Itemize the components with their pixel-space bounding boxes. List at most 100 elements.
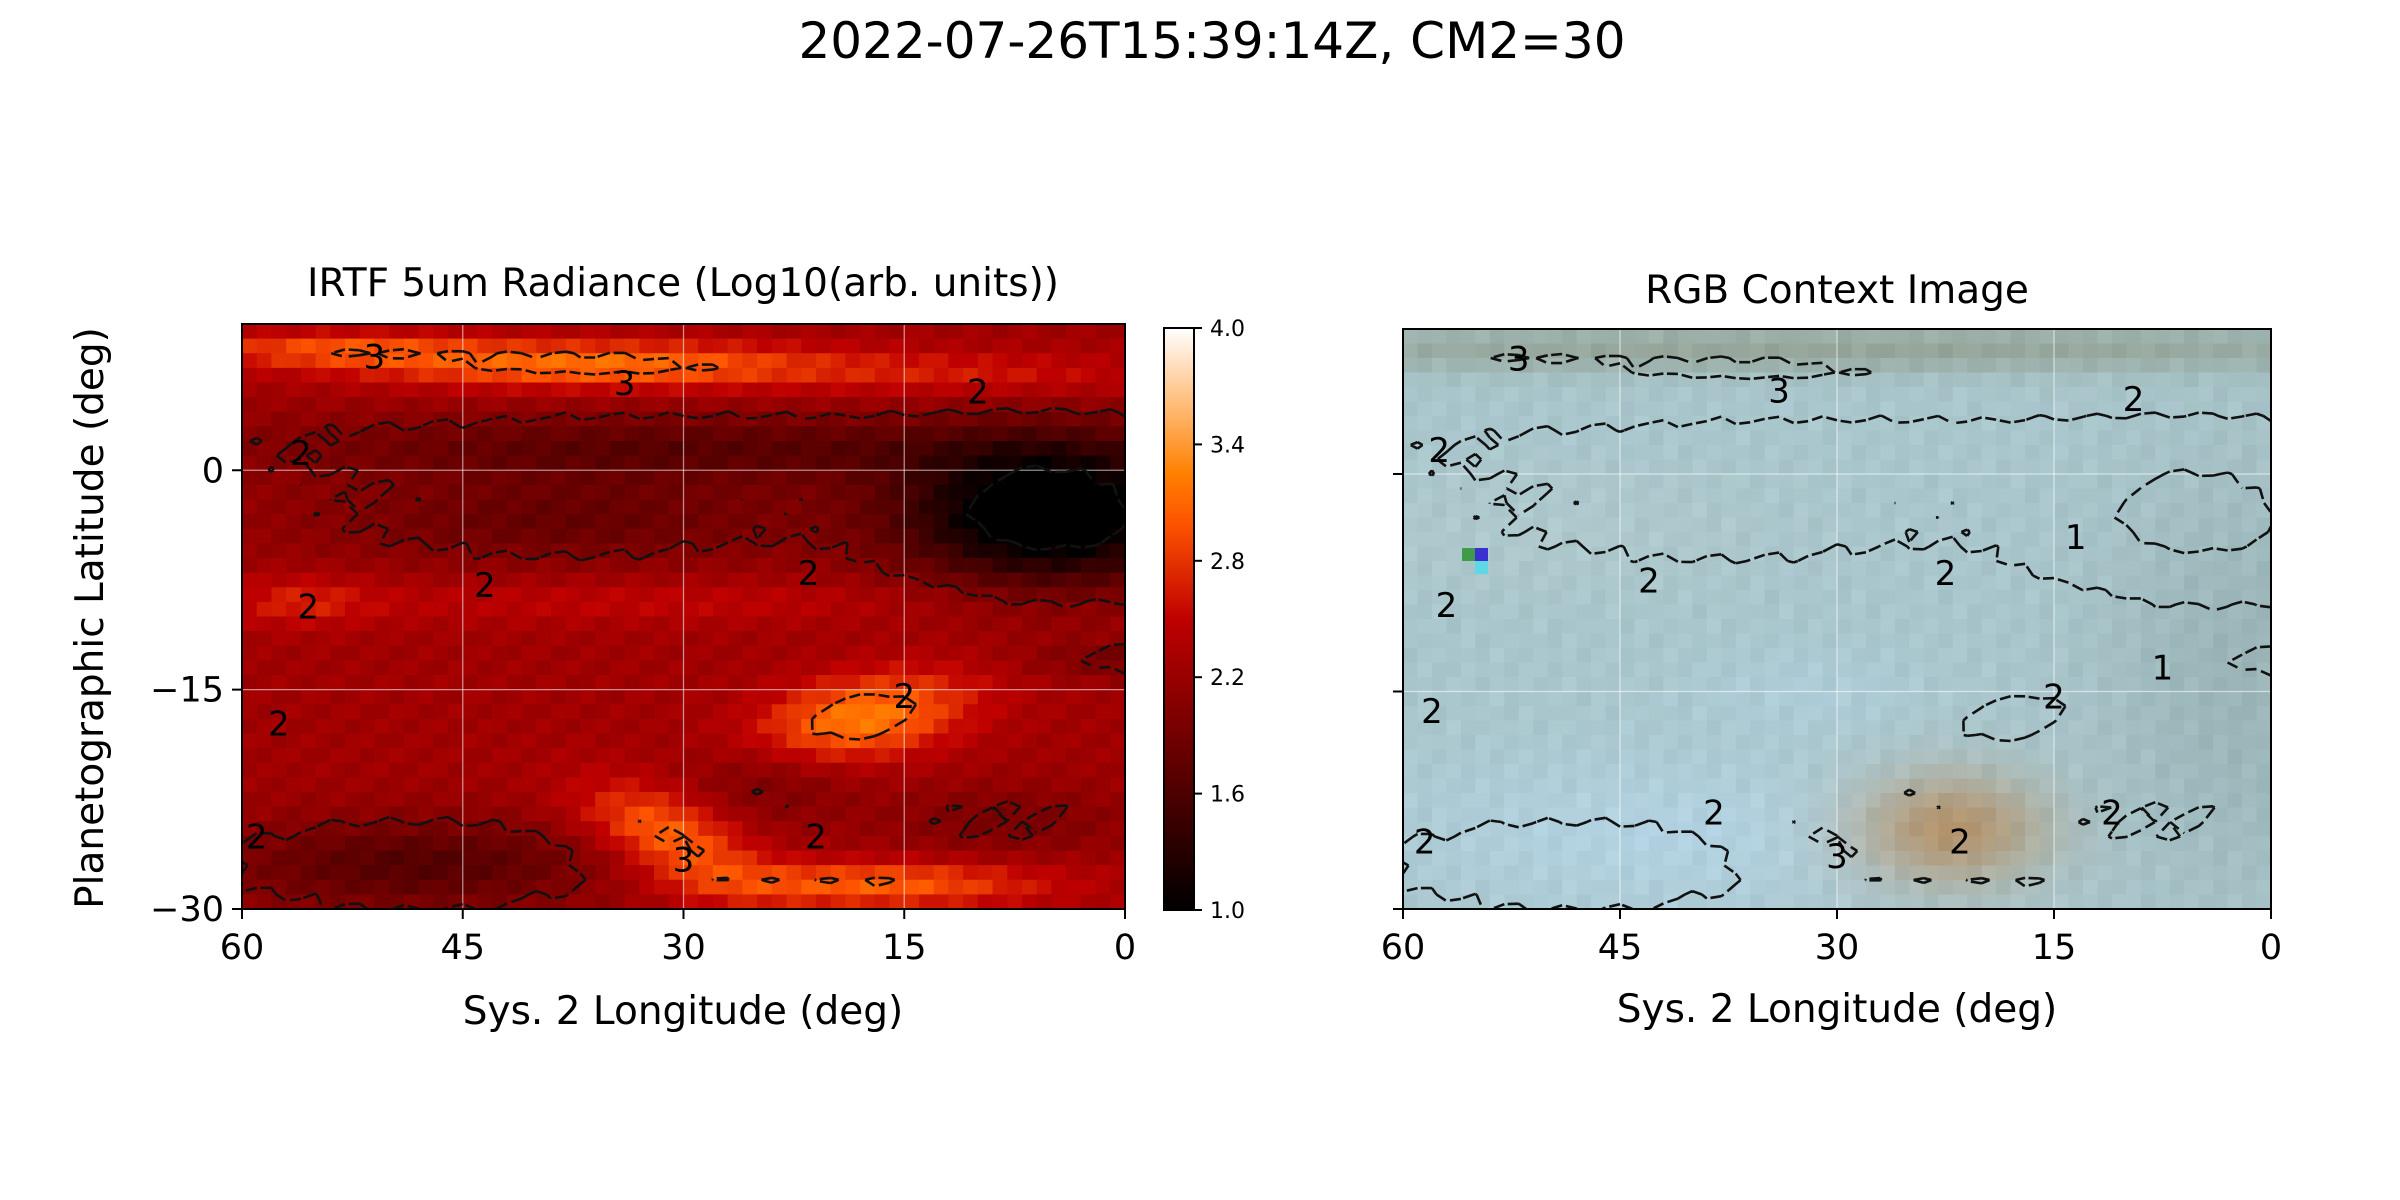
heatmap-cell <box>242 718 258 735</box>
rgb-cell <box>1533 372 1549 388</box>
heatmap-cell <box>639 704 655 720</box>
rgb-cell <box>1750 894 1766 909</box>
rgb-cell <box>1938 706 1954 722</box>
rgb-cell <box>1793 807 1809 823</box>
rgb-cell <box>1880 662 1896 678</box>
heatmap-cell <box>963 835 979 852</box>
heatmap-cell <box>654 616 670 632</box>
rgb-cell <box>2155 575 2171 591</box>
rgb-cell <box>2242 619 2258 635</box>
rgb-cell <box>1576 517 1592 533</box>
heatmap-cell <box>698 353 714 369</box>
heatmap-cell <box>1110 338 1125 354</box>
rgb-cell <box>2184 590 2200 606</box>
rgb-cell <box>1677 691 1693 707</box>
rgb-cell <box>1981 474 1997 490</box>
marker-blue <box>1475 548 1488 561</box>
heatmap-cell <box>771 850 788 866</box>
heatmap-cell <box>904 689 920 705</box>
rgb-cell <box>1808 880 1824 896</box>
heatmap-cell <box>536 806 552 822</box>
rgb-cell <box>1620 445 1636 461</box>
heatmap-cell <box>580 441 596 457</box>
heatmap-cell <box>815 455 832 471</box>
rgb-cell <box>1504 706 1520 722</box>
heatmap-cell <box>786 718 802 735</box>
rgb-cell <box>1706 633 1722 649</box>
heatmap-cell <box>874 748 891 764</box>
heatmap-cell <box>668 324 685 340</box>
heatmap-cell <box>977 543 994 559</box>
heatmap-cell <box>727 353 743 369</box>
heatmap-cell <box>418 806 434 822</box>
rgb-cell <box>1620 532 1636 548</box>
rgb-cell <box>2213 430 2229 446</box>
heatmap-cell <box>1110 865 1125 881</box>
heatmap-cell <box>271 484 287 501</box>
rgb-cell <box>1923 662 1939 678</box>
heatmap-cell <box>359 879 376 895</box>
rgb-cell <box>2184 662 2200 678</box>
rgb-cell <box>1793 503 1809 519</box>
rgb-cell <box>2242 894 2258 909</box>
heatmap-cell <box>727 338 743 354</box>
heatmap-cell <box>698 821 714 837</box>
rgb-cell <box>2169 329 2185 345</box>
heatmap-cell <box>948 879 964 895</box>
rgb-cell <box>1648 648 1664 664</box>
rgb-cell <box>1706 575 1722 591</box>
heatmap-cell <box>757 748 773 764</box>
heatmap-cell <box>286 660 302 676</box>
rgb-cell <box>1677 474 1693 490</box>
rgb-cell <box>2082 546 2098 562</box>
heatmap-cell <box>1036 426 1053 442</box>
heatmap-cell <box>315 353 331 369</box>
rgb-cell <box>2039 648 2055 664</box>
rgb-cell <box>1605 590 1621 606</box>
rgb-cell <box>1692 474 1708 490</box>
heatmap-cell <box>418 324 434 340</box>
heatmap-cell <box>889 587 905 603</box>
heatmap-cell <box>403 484 420 501</box>
rgb-cell <box>1837 894 1853 909</box>
rgb-cell <box>1996 575 2012 591</box>
radiance-colorbar: 4.03.42.82.21.61.0 <box>1163 317 1245 924</box>
heatmap-cell <box>815 528 832 544</box>
rgb-cell <box>1605 778 1621 794</box>
heatmap-cell <box>462 835 479 852</box>
heatmap-cell <box>1110 821 1125 837</box>
x-tick-label: 30 <box>1815 928 1860 968</box>
heatmap-cell <box>683 484 699 501</box>
rgb-cell <box>1648 851 1664 867</box>
rgb-cell <box>1793 735 1809 751</box>
rgb-cell <box>2025 329 2041 345</box>
heatmap-cell <box>403 572 420 588</box>
rgb-cell <box>2140 836 2156 852</box>
rgb-cell <box>2010 532 2026 548</box>
heatmap-cell <box>1036 572 1053 588</box>
rgb-contours <box>1403 352 2271 909</box>
heatmap-cell <box>830 879 846 895</box>
heatmap-cell <box>948 675 964 691</box>
heatmap-cell <box>1066 441 1082 457</box>
rgb-cell <box>1620 503 1636 519</box>
rgb-cell <box>1706 372 1722 388</box>
rgb-cell <box>1894 546 1910 562</box>
rgb-cell <box>1504 735 1520 751</box>
rgb-cell <box>1721 474 1737 490</box>
rgb-cell <box>1967 532 1983 548</box>
rgb-cell <box>2010 358 2026 374</box>
heatmap-cell <box>359 528 376 544</box>
heatmap-cell <box>462 470 479 486</box>
rgb-cell <box>1981 822 1997 838</box>
rgb-cell <box>1894 503 1910 519</box>
rgb-cell <box>1634 793 1650 809</box>
heatmap-cell <box>712 587 729 603</box>
rgb-cell <box>2155 503 2171 519</box>
rgb-cell <box>1576 764 1592 780</box>
heatmap-cell <box>874 543 891 559</box>
heatmap-cell <box>609 704 626 720</box>
rgb-cell <box>1981 880 1997 896</box>
heatmap-cell <box>742 806 758 822</box>
rgb-cell <box>2155 561 2171 577</box>
